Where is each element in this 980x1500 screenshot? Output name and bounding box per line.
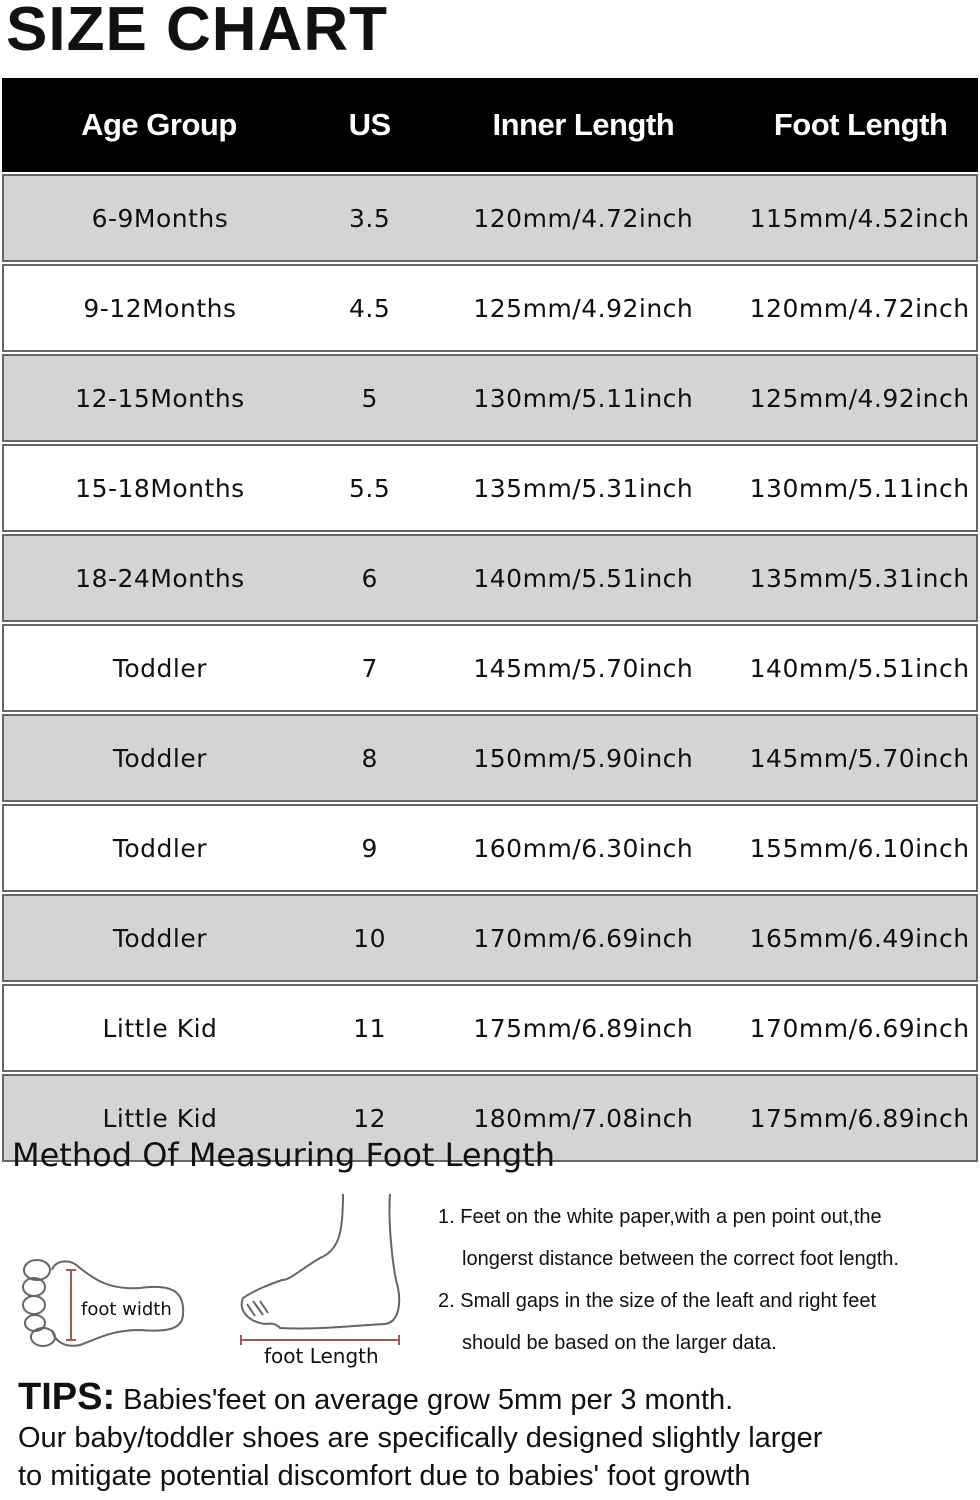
table-cell: 170mm/6.69inch [743,984,978,1072]
tips-line-1: Babies'feet on average grow 5mm per 3 mo… [115,1384,734,1416]
table-cell: Toddler [2,804,316,892]
table-cell: 15-18Months [2,444,316,532]
table-cell: 3.5 [315,174,424,262]
table-row: 12-15Months 5 130mm/5.11inch 125mm/4.92inch [2,354,978,442]
column-header: Age Group [2,78,316,172]
table-cell: 18-24Months [2,534,316,622]
table-cell: Toddler [2,624,316,712]
table-row: Little Kid 11 175mm/6.89inch 170mm/6.69inch [2,984,978,1072]
step-1-line-1: 1. Feet on the white paper,with a pen po… [438,1206,882,1228]
table-cell: 180mm/7.08inch [423,1074,744,1162]
table-cell: 6 [315,534,424,622]
table-cell: 12-15Months [2,354,316,442]
step-2-line-2: should be based on the larger data. [462,1332,777,1354]
table-cell: 145mm/5.70inch [743,714,978,802]
tips-line-2: Our baby/toddler shoes are specifically … [18,1422,823,1454]
tips-section: TIPS: Babies'feet on average grow 5mm pe… [18,1378,822,1495]
table-row: Toddler 10 170mm/6.69inch 165mm/6.49inch [2,894,978,982]
table-cell: Toddler [2,714,316,802]
table-cell: 135mm/5.31inch [423,444,744,532]
table-row: 18-24Months 6 140mm/5.51inch 135mm/5.31inch [2,534,978,622]
table-row: 9-12Months 4.5 125mm/4.92inch 120mm/4.72inc… [2,264,978,352]
table-cell: 135mm/5.31inch [743,534,978,622]
table-cell: 11 [315,984,424,1072]
table-cell: 175mm/6.89inch [743,1074,978,1162]
method-title: Method Of Measuring Foot Length [12,1136,555,1174]
table-cell: 6-9Months [2,174,316,262]
table-cell: Toddler [2,894,316,982]
table-cell: 12 [315,1074,424,1162]
table-cell: 145mm/5.70inch [423,624,744,712]
measuring-steps: 1. Feet on the white paper,with a pen po… [438,1196,899,1364]
table-cell: 165mm/6.49inch [743,894,978,982]
tips-label: TIPS: [18,1376,116,1418]
table-cell: 115mm/4.52inch [743,174,978,262]
table-cell: 5.5 [315,444,424,532]
column-header: US [315,78,424,172]
table-cell: 175mm/6.89inch [423,984,744,1072]
table-cell: 125mm/4.92inch [743,354,978,442]
table-cell: 160mm/6.30inch [423,804,744,892]
table-cell: 125mm/4.92inch [423,264,744,352]
foot-length-label: foot Length [264,1344,379,1368]
table-cell: 9 [315,804,424,892]
table-cell: 130mm/5.11inch [423,354,744,442]
page-title: SIZE CHART [6,0,388,64]
table-cell: 5 [315,354,424,442]
table-cell: Little Kid [2,984,316,1072]
table-row: 6-9Months 3.5 120mm/4.72inch 115mm/4.52inch [2,174,978,262]
table-cell: 170mm/6.69inch [423,894,744,982]
table-cell: 155mm/6.10inch [743,804,978,892]
table-row: Toddler 7 145mm/5.70inch 140mm/5.51inch [2,624,978,712]
table-cell: 150mm/5.90inch [423,714,744,802]
table-cell: Little Kid [2,1074,316,1162]
table-cell: 7 [315,624,424,712]
table-cell: 130mm/5.11inch [743,444,978,532]
foot-diagram [22,1193,401,1347]
size-chart-table: Age Group US Inner Length Foot Length 6-9Mo… [2,76,978,1164]
table-cell: 120mm/4.72inch [743,264,978,352]
table-row: Toddler 8 150mm/5.90inch 145mm/5.70inch [2,714,978,802]
step-1-line-2: longerst distance between the correct fo… [462,1248,899,1270]
foot-sole-icon [22,1259,185,1347]
step-2-line-1: 2. Small gaps in the size of the leaft a… [438,1290,877,1312]
foot-width-label: foot width [81,1299,172,1320]
table-row: 15-18Months 5.5 135mm/5.31inch 130mm/5.11in… [2,444,978,532]
table-header: Age Group US Inner Length Foot Length [2,78,978,172]
column-header: Foot Length [743,78,978,172]
foot-side-icon [240,1193,401,1330]
tips-line-3: to mitigate potential discomfort due to … [18,1460,751,1492]
table-row: Little Kid 12 180mm/7.08inch 175mm/6.89inch [2,1074,978,1162]
table-cell: 140mm/5.51inch [743,624,978,712]
table-row: Toddler 9 160mm/6.30inch 155mm/6.10inch [2,804,978,892]
table-cell: 4.5 [315,264,424,352]
table-cell: 9-12Months [2,264,316,352]
column-header: Inner Length [423,78,744,172]
table-cell: 10 [315,894,424,982]
table-cell: 120mm/4.72inch [423,174,744,262]
table-cell: 140mm/5.51inch [423,534,744,622]
table-cell: 8 [315,714,424,802]
